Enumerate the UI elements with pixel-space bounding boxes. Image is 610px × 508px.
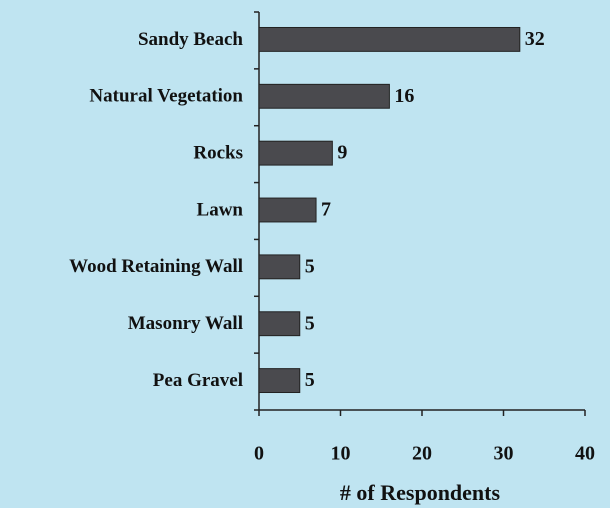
bar [258,368,301,394]
y-tick-label: Sandy Beach [138,29,243,50]
y-tick-label: Rocks [193,143,243,164]
data-label: 5 [305,312,315,334]
bar [258,254,301,280]
x-axis-label: # of Respondents [340,480,501,505]
bar [258,197,317,223]
data-label: 5 [305,255,315,277]
y-tick-label: Lawn [197,199,244,220]
data-label: 5 [305,369,315,391]
x-tick-label: 30 [494,443,514,465]
y-tick-label: Pea Gravel [153,370,243,391]
data-label: 32 [525,28,545,50]
bar [258,311,301,337]
x-tick-label: 40 [575,443,595,465]
bar [258,140,333,166]
data-label: 9 [337,142,347,164]
bar [258,26,521,52]
x-tick-label: 0 [254,443,264,465]
y-tick-label: Masonry Wall [128,313,243,334]
bar [258,83,390,109]
data-label: 7 [321,199,331,221]
data-label: 16 [394,85,414,107]
x-tick-label: 20 [412,443,432,465]
x-tick-label: 10 [331,443,351,465]
y-tick-label: Natural Vegetation [89,86,243,107]
y-tick-label: Wood Retaining Wall [69,256,243,277]
